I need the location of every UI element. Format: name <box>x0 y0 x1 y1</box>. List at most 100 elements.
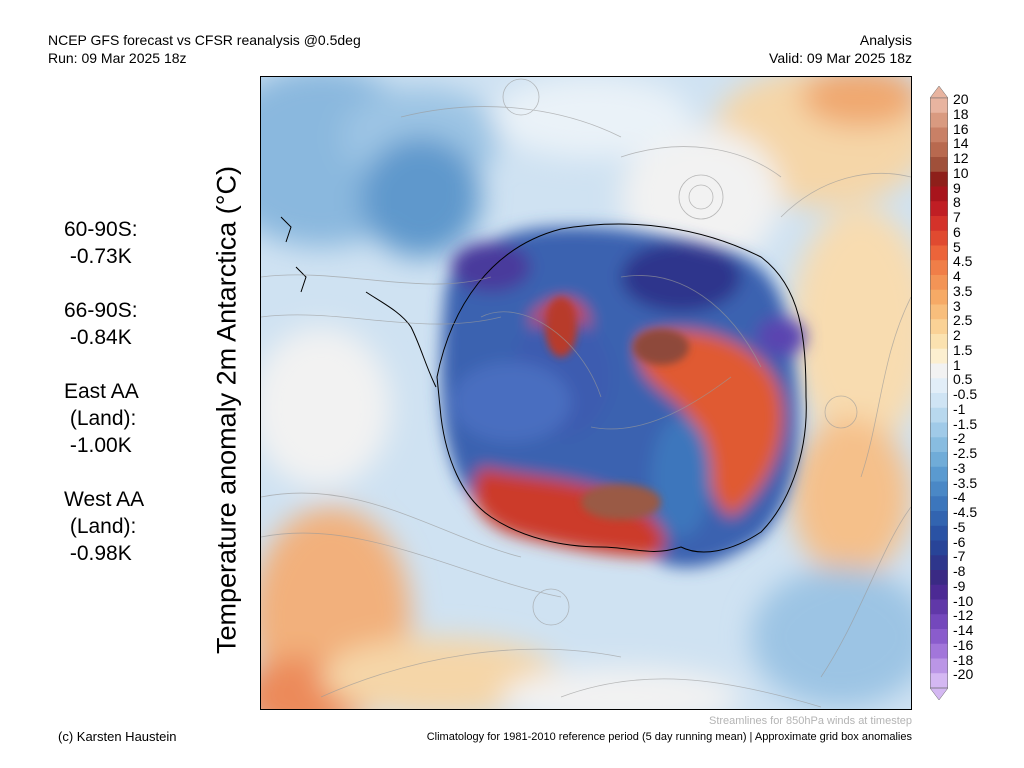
colorbar-band <box>930 304 948 320</box>
colorbar-tick-label: -5 <box>953 518 966 535</box>
analysis-label: Analysis <box>859 32 912 48</box>
colorbar-band <box>930 363 948 379</box>
colorbar-band <box>930 643 948 659</box>
colorbar-tick-label: 12 <box>953 150 969 166</box>
colorbar-tick-label: -0.5 <box>953 386 978 402</box>
colorbar-band <box>930 319 948 335</box>
colorbar-tick-label: -18 <box>953 651 974 668</box>
colorbar-tick-label: 0.5 <box>953 371 973 388</box>
credit-text: (c) Karsten Haustein <box>58 729 177 744</box>
colorbar-top-arrow <box>930 86 948 99</box>
ocean-anomaly-field <box>261 77 911 709</box>
colorbar-tick-label: -14 <box>953 622 974 638</box>
colorbar-tick-label: -20 <box>953 666 974 683</box>
colorbar-tick-label: -10 <box>953 592 974 609</box>
colorbar-tick-label: -6 <box>953 533 966 550</box>
header-left: NCEP GFS forecast vs CFSR reanalysis @0.… <box>48 31 361 67</box>
colorbar-tick-label: 4.5 <box>953 253 973 270</box>
header-right: Analysis Valid: 09 Mar 2025 18z <box>769 31 912 67</box>
climatology-note: Climatology for 1981-2010 reference peri… <box>426 731 912 743</box>
colorbar-tick-label: 2 <box>953 327 961 343</box>
colorbar-tick-label: -4 <box>953 489 966 506</box>
colorbar-tick-label: 10 <box>953 164 969 181</box>
colorbar-tick-label: 6 <box>953 223 961 240</box>
colorbar-band <box>930 260 948 276</box>
colorbar-band <box>930 142 948 158</box>
colorbar-band <box>930 289 948 305</box>
colorbar-tick-label: 5 <box>953 238 961 255</box>
colorbar-band <box>930 540 948 556</box>
colorbar-tick-label: 2.5 <box>953 312 973 329</box>
colorbar-tick-label: 20 <box>953 91 969 107</box>
colorbar-band <box>930 230 948 246</box>
colorbar-band <box>930 481 948 497</box>
colorbar-band <box>930 614 948 630</box>
colorbar-tick-label: 8 <box>953 194 961 211</box>
colorbar-outline <box>930 97 948 689</box>
colorbar-tick-label: -1 <box>953 400 966 417</box>
colorbar-tick-label: 4 <box>953 268 961 284</box>
colorbar-band <box>930 186 948 202</box>
stat-west-aa: West AA (Land): -0.98K <box>64 488 145 565</box>
colorbar-band <box>930 98 948 114</box>
colorbar-tick-label: -1.5 <box>953 415 978 432</box>
run-time: Run: 09 Mar 2025 18z <box>48 50 187 66</box>
colorbar-band <box>930 466 948 482</box>
colorbar-tick-label: 16 <box>953 120 969 137</box>
colorbar-tick-label: -12 <box>953 607 974 624</box>
colorbar-tick-label: 1 <box>953 356 961 373</box>
colorbar-tick-label: -2.5 <box>953 445 978 461</box>
colorbar-band <box>930 157 948 173</box>
antarctic-peninsula-outline <box>365 291 437 388</box>
colorbar-tick-label: -9 <box>953 577 966 594</box>
colorbar-tick-label: 1.5 <box>953 341 973 358</box>
warm-cores <box>545 297 689 520</box>
anomaly-stats: 60-90S: -0.73K 66-90S: -0.84K East AA (L… <box>64 216 144 594</box>
stat-east-aa: East AA (Land): -1.00K <box>64 380 139 457</box>
colorbar-band <box>930 525 948 541</box>
model-title: NCEP GFS forecast vs CFSR reanalysis @0.… <box>48 32 361 48</box>
stat-60-90s: 60-90S: -0.73K <box>64 218 138 268</box>
colorbar-tick-label: -16 <box>953 636 974 653</box>
south-america-outline <box>280 216 307 293</box>
colorbar-band <box>930 201 948 217</box>
map-title: Temperature anomaly 2m Antarctica (°C) <box>211 166 242 654</box>
colorbar-band <box>930 348 948 364</box>
colorbar-band <box>930 245 948 261</box>
colorbar-tick-label: 3 <box>953 297 961 314</box>
colorbar-tick-label: -3 <box>953 459 966 476</box>
colorbar-tick-label: 14 <box>953 135 969 152</box>
colorbar-band <box>930 216 948 232</box>
colorbar-band <box>930 599 948 615</box>
colorbar-band <box>930 127 948 143</box>
colorbar-band <box>930 629 948 645</box>
colorbar-tick-label: -7 <box>953 548 966 565</box>
colorbar-tick-label: -8 <box>953 563 966 579</box>
colorbar-tick-label: -3.5 <box>953 474 978 491</box>
colorbar-band <box>930 570 948 586</box>
colorbar-tick-label: 9 <box>953 179 961 196</box>
colorbar-band <box>930 584 948 600</box>
colorbar-tick-label: 7 <box>953 209 961 225</box>
colorbar-tick-label: -2 <box>953 430 966 447</box>
colorbar-tick-label: -4.5 <box>953 504 978 520</box>
colorbar-band <box>930 673 948 689</box>
colorbar-band <box>930 422 948 438</box>
colorbar-band <box>930 452 948 468</box>
colorbar-band <box>930 378 948 394</box>
colorbar <box>930 86 948 700</box>
antarctica-coastline <box>436 223 807 553</box>
colorbar-band <box>930 437 948 453</box>
colorbar-band <box>930 171 948 187</box>
colorbar-band <box>930 407 948 423</box>
colorbar-bottom-arrow <box>930 687 948 700</box>
map-graphic <box>261 77 911 709</box>
colorbar-tick-label: 3.5 <box>953 282 973 299</box>
colorbar-band <box>930 112 948 128</box>
colorbar-band <box>930 658 948 674</box>
colorbar-band <box>930 511 948 527</box>
valid-time: Valid: 09 Mar 2025 18z <box>769 50 912 66</box>
stat-66-90s: 66-90S: -0.84K <box>64 299 138 349</box>
colorbar-band <box>930 555 948 571</box>
streamlines-note: Streamlines for 850hPa winds at timestep <box>709 715 912 727</box>
